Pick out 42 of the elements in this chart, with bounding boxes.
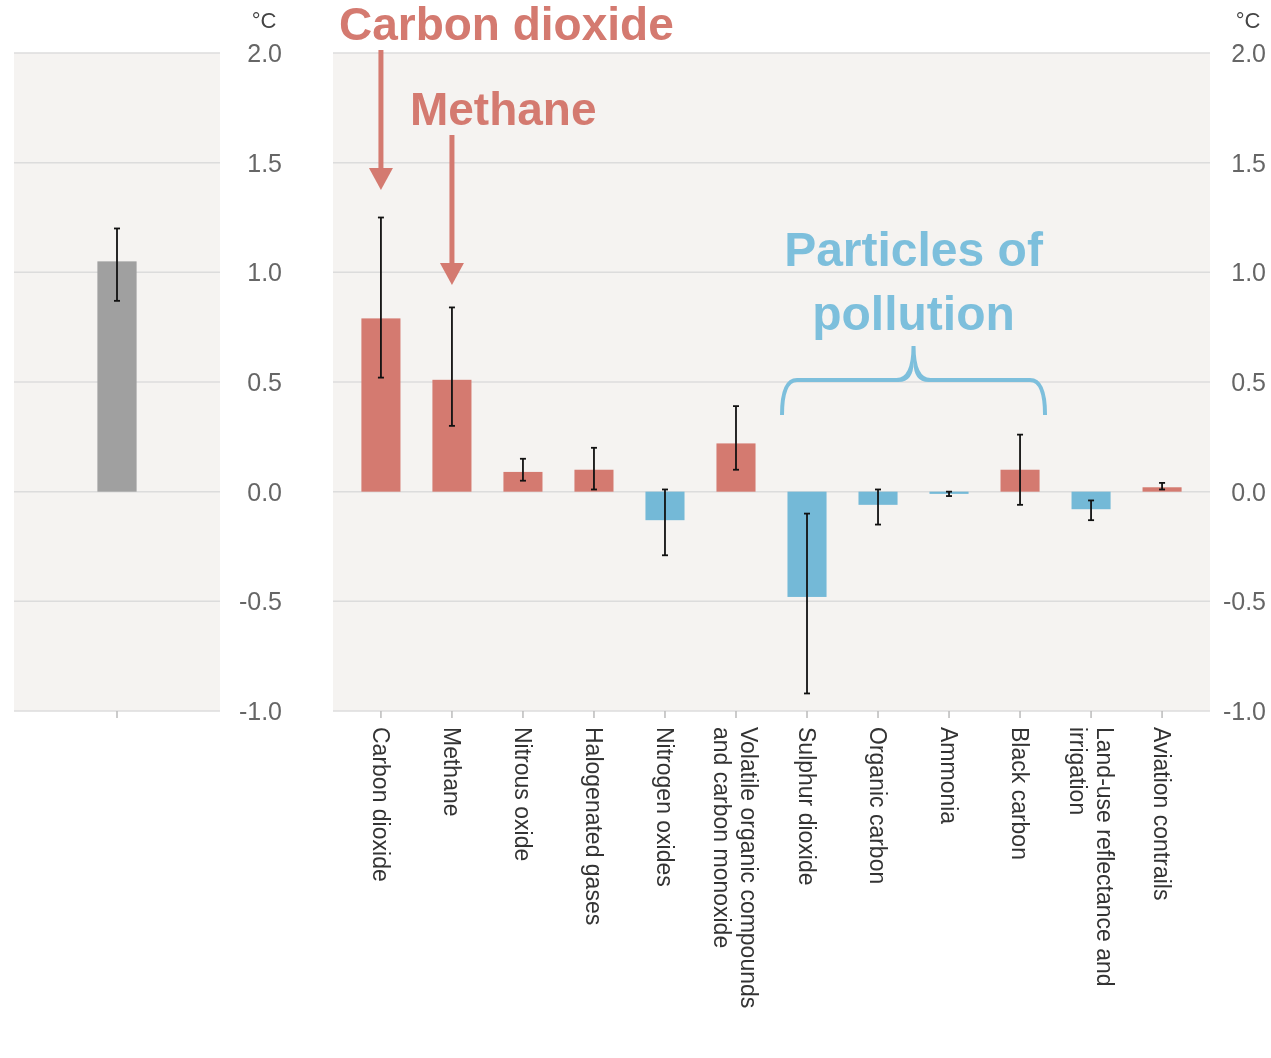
bar: [645, 491, 685, 521]
bar: [1071, 491, 1111, 510]
x-tick-label: Halogenated gases: [580, 727, 607, 926]
y-tick-label: 0.0: [1231, 477, 1266, 506]
x-tick-label: Nitrogen oxides: [651, 727, 678, 887]
y-tick-label: 1.5: [247, 148, 282, 177]
bar: [1000, 469, 1040, 492]
x-tick-label: Land-use reflectance and irrigation: [1064, 727, 1118, 987]
bar: [574, 469, 614, 492]
x-tick-label: Ammonia: [936, 727, 963, 825]
y-tick-label: 2.0: [1231, 39, 1266, 67]
x-tick-label: Methane: [438, 727, 465, 817]
x-tick-label: Sulphur dioxide: [794, 727, 821, 886]
y-tick-label: 1.0: [247, 258, 282, 287]
bar: [432, 379, 472, 492]
x-tick-label: Black carbon: [1007, 727, 1034, 860]
y-axis-title: °C: [251, 8, 277, 33]
y-tick-label: 0.5: [1231, 368, 1266, 396]
bar: [503, 471, 543, 492]
bar: [787, 491, 827, 597]
y-tick-label: 0.5: [247, 368, 282, 396]
annotation: Methane: [409, 83, 597, 135]
y-tick-label: -0.5: [1222, 587, 1266, 616]
bar: [1142, 487, 1182, 492]
x-tick-label: Nitrous oxide: [509, 727, 536, 862]
x-tick-label: Organic carbon: [865, 727, 892, 885]
x-tick-label: Carbon dioxide: [367, 727, 394, 882]
y-tick-label: -1.0: [1222, 697, 1266, 725]
y-tick-label: -1.0: [238, 697, 282, 725]
y-tick-label: 1.0: [1231, 258, 1266, 287]
y-tick-label: 0.0: [247, 477, 282, 506]
annotation: Particles of pollution: [784, 223, 1044, 340]
y-tick-label: 2.0: [247, 39, 282, 67]
y-tick-label: -0.5: [238, 587, 282, 616]
bar: [361, 318, 401, 492]
x-tick-label: Volatile organic compounds and carbon monoxide: [709, 727, 763, 1009]
y-axis-title: °C: [1235, 8, 1261, 33]
y-tick-label: 1.5: [1231, 148, 1266, 177]
bar: [716, 443, 756, 492]
text: Carbon dioxide: [338, 0, 674, 50]
x-tick-label: Aviation contrails: [1149, 727, 1176, 901]
bar: [858, 491, 898, 505]
